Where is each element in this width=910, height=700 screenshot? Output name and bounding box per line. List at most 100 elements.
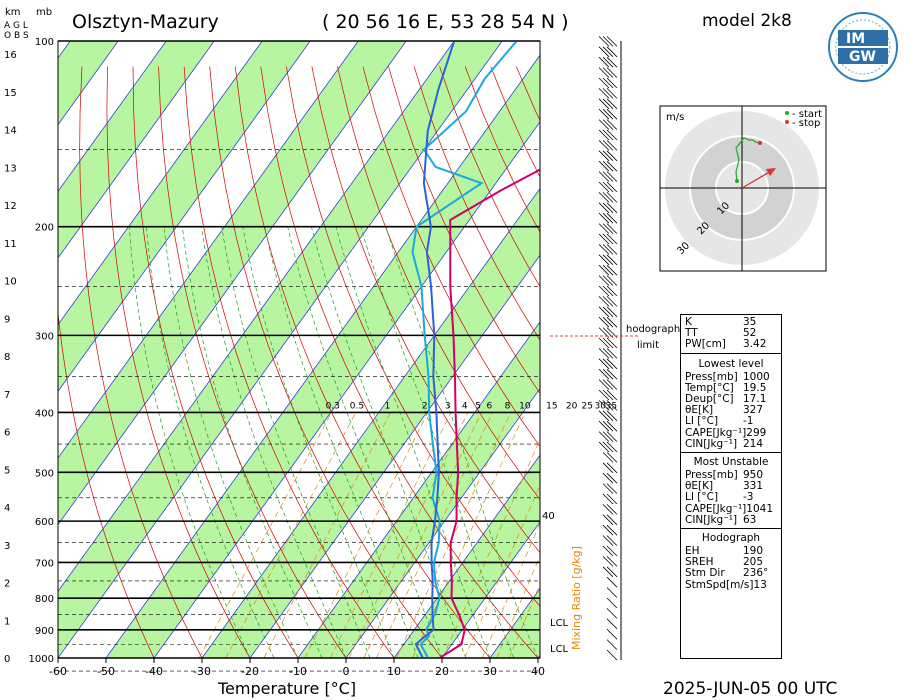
imgw-logo: IM GW [828,12,898,82]
wind-barb [602,108,614,120]
wind-barb [598,420,610,432]
index-value: 331 [743,480,764,493]
agl-label: A G L [4,21,28,31]
wind-barb [602,316,614,328]
wind-barb [602,88,614,99]
x-tick-label: -10 [289,665,307,678]
isotherm [249,254,540,658]
wind-barb [606,556,618,567]
index-row: Press[mb] 1000 [685,370,777,383]
x-tick-label: -30 [193,665,211,678]
x-tick-label: -20 [241,665,259,678]
isotherm [297,321,540,658]
isotherm [153,121,540,658]
index-row: CAPE[Jkg⁻¹] 299 [685,427,777,439]
wind-barb [606,493,618,505]
height-tick-label: 1 [4,616,10,627]
wind-barb [598,275,610,286]
hodograph-title: Hodograph [701,532,761,545]
wind-barb [606,296,618,307]
dry-adiabat [209,66,443,658]
wind-barb [606,171,618,182]
index-row: TT 52 [685,327,777,339]
wind-barb [606,576,618,588]
mixing-ratio-lines [198,412,540,658]
mixing-ratio-line [412,412,526,658]
indices-panel: K 35 TT 52 PW[cm] 3.42 Lowest level Press[mb]… [680,314,782,659]
pressure-tick-label: 1000 [29,654,54,665]
svg-text:IM: IM [846,31,865,47]
indices-top: K 35 TT 52 PW[cm] 3.42 [681,315,781,354]
index-value: 327 [743,404,764,417]
pressure-tick-label: 700 [35,558,54,569]
pressure-tick-label: 400 [35,408,54,419]
wind-barb [606,119,618,130]
wind-barb [606,504,618,515]
wind-barb [598,337,610,349]
index-value: 1000 [743,370,770,383]
wind-barb [598,316,610,328]
wind-barb [602,67,614,78]
index-label: K [685,316,692,328]
wind-barb [598,389,610,401]
wind-barb [602,441,614,453]
mixing-ratio-line [329,412,452,658]
station-title: Olsztyn-Mazury [72,11,219,33]
hodograph-unit: m/s [666,112,684,123]
wind-barb [602,400,614,411]
mixing-ratio-line [508,583,540,658]
x-tick-label: 10 [387,665,401,678]
valid-time: 2025-JUN-05 00 UTC [663,679,837,699]
mixing-ratio-label: 3 [445,401,451,411]
isotherm [105,54,540,658]
wind-barb [598,36,610,47]
x-tick-label: 40 [531,665,545,678]
wind-barb [602,545,614,557]
wind-barb [602,368,614,380]
height-tick-label: 12 [4,201,17,212]
wind-barb [606,56,618,68]
wind-barb [606,348,618,359]
obs-label: O B S [4,31,29,41]
wind-barb [598,181,610,193]
wind-barb [598,56,610,68]
wind-barb [606,400,618,411]
wind-barb [602,348,614,359]
wind-barb [606,368,618,380]
isotherm [58,41,263,326]
wind-barb [602,535,614,546]
parcel-profile [414,41,456,658]
wind-barb [606,202,618,214]
hodograph-start-legend: - start [792,109,822,120]
wind-barb [598,296,610,307]
lcl-label-upper: LCL [550,618,569,629]
wind-barb [602,472,614,484]
wind-barb [602,233,614,245]
mixing-ratio-line [348,412,469,658]
wind-barb [602,337,614,349]
wind-barb [602,171,614,182]
wind-barb [606,618,618,630]
mb-label: mb [36,7,52,18]
wind-barb [606,379,618,390]
wind-barb [606,316,618,328]
wind-barb [606,566,618,578]
index-value: 13 [753,578,767,591]
wind-barb [598,160,610,172]
wind-barb [606,389,618,401]
dry-adiabat [337,66,540,501]
hodograph-panel: m/s - start - stop 10 20 30 [659,105,827,272]
isotherm [58,41,359,459]
wind-barb [606,597,618,609]
index-value: 3.42 [743,338,767,351]
moist-adiabat [287,226,443,658]
wind-barb [606,545,618,557]
wind-barb [606,452,618,463]
wind-barb [602,77,614,89]
index-value: 205 [743,556,764,569]
svg-text:GW: GW [849,49,876,65]
mixing-ratio-line [263,412,391,658]
wind-barb [602,192,614,203]
mixing-ratio-label: 0.3 [326,401,340,411]
wind-barb [602,358,614,370]
